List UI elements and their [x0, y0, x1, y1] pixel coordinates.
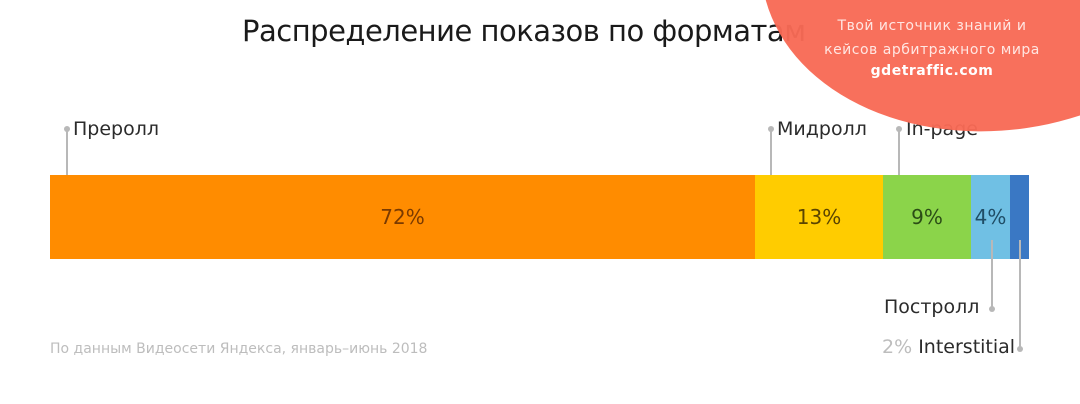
interstitial-label-wrap: 2% Interstitial	[882, 336, 1015, 358]
segment-value: 72%	[380, 205, 425, 229]
midroll-leader-line	[770, 129, 772, 189]
preroll-label: Преролл	[73, 118, 160, 140]
interstitial-dot	[1017, 346, 1023, 352]
interstitial-percent: 2%	[882, 336, 913, 358]
segment-interstitial	[1010, 175, 1029, 259]
segment-value: 9%	[911, 205, 943, 229]
watermark-line1: Твой источник знаний и	[837, 18, 1027, 34]
segment-value: 13%	[796, 205, 842, 229]
interstitial-label: Interstitial	[918, 336, 1016, 358]
stacked-bar: 72% 13% 9% 4%	[50, 175, 1029, 259]
midroll-label: Мидролл	[777, 118, 867, 140]
source-note: По данным Видеосети Яндекса, январь–июнь…	[50, 341, 428, 357]
segment-inpage: 9%	[883, 175, 971, 259]
interstitial-leader-line	[1019, 240, 1021, 348]
segment-preroll: 72%	[50, 175, 755, 259]
postroll-leader-line	[991, 240, 993, 308]
segment-midroll: 13%	[755, 175, 883, 259]
inpage-leader-line	[898, 129, 900, 189]
segment-postroll: 4%	[971, 175, 1010, 259]
segment-value: 4%	[974, 205, 1007, 229]
chart-title: Распределение показов по форматам	[242, 14, 806, 48]
postroll-dot	[989, 306, 995, 312]
preroll-leader-line	[66, 129, 68, 189]
postroll-label: Постролл	[884, 296, 980, 318]
watermark-site: gdetraffic.com	[870, 63, 994, 79]
watermark-line2: кейсов арбитражного мира	[824, 42, 1040, 58]
